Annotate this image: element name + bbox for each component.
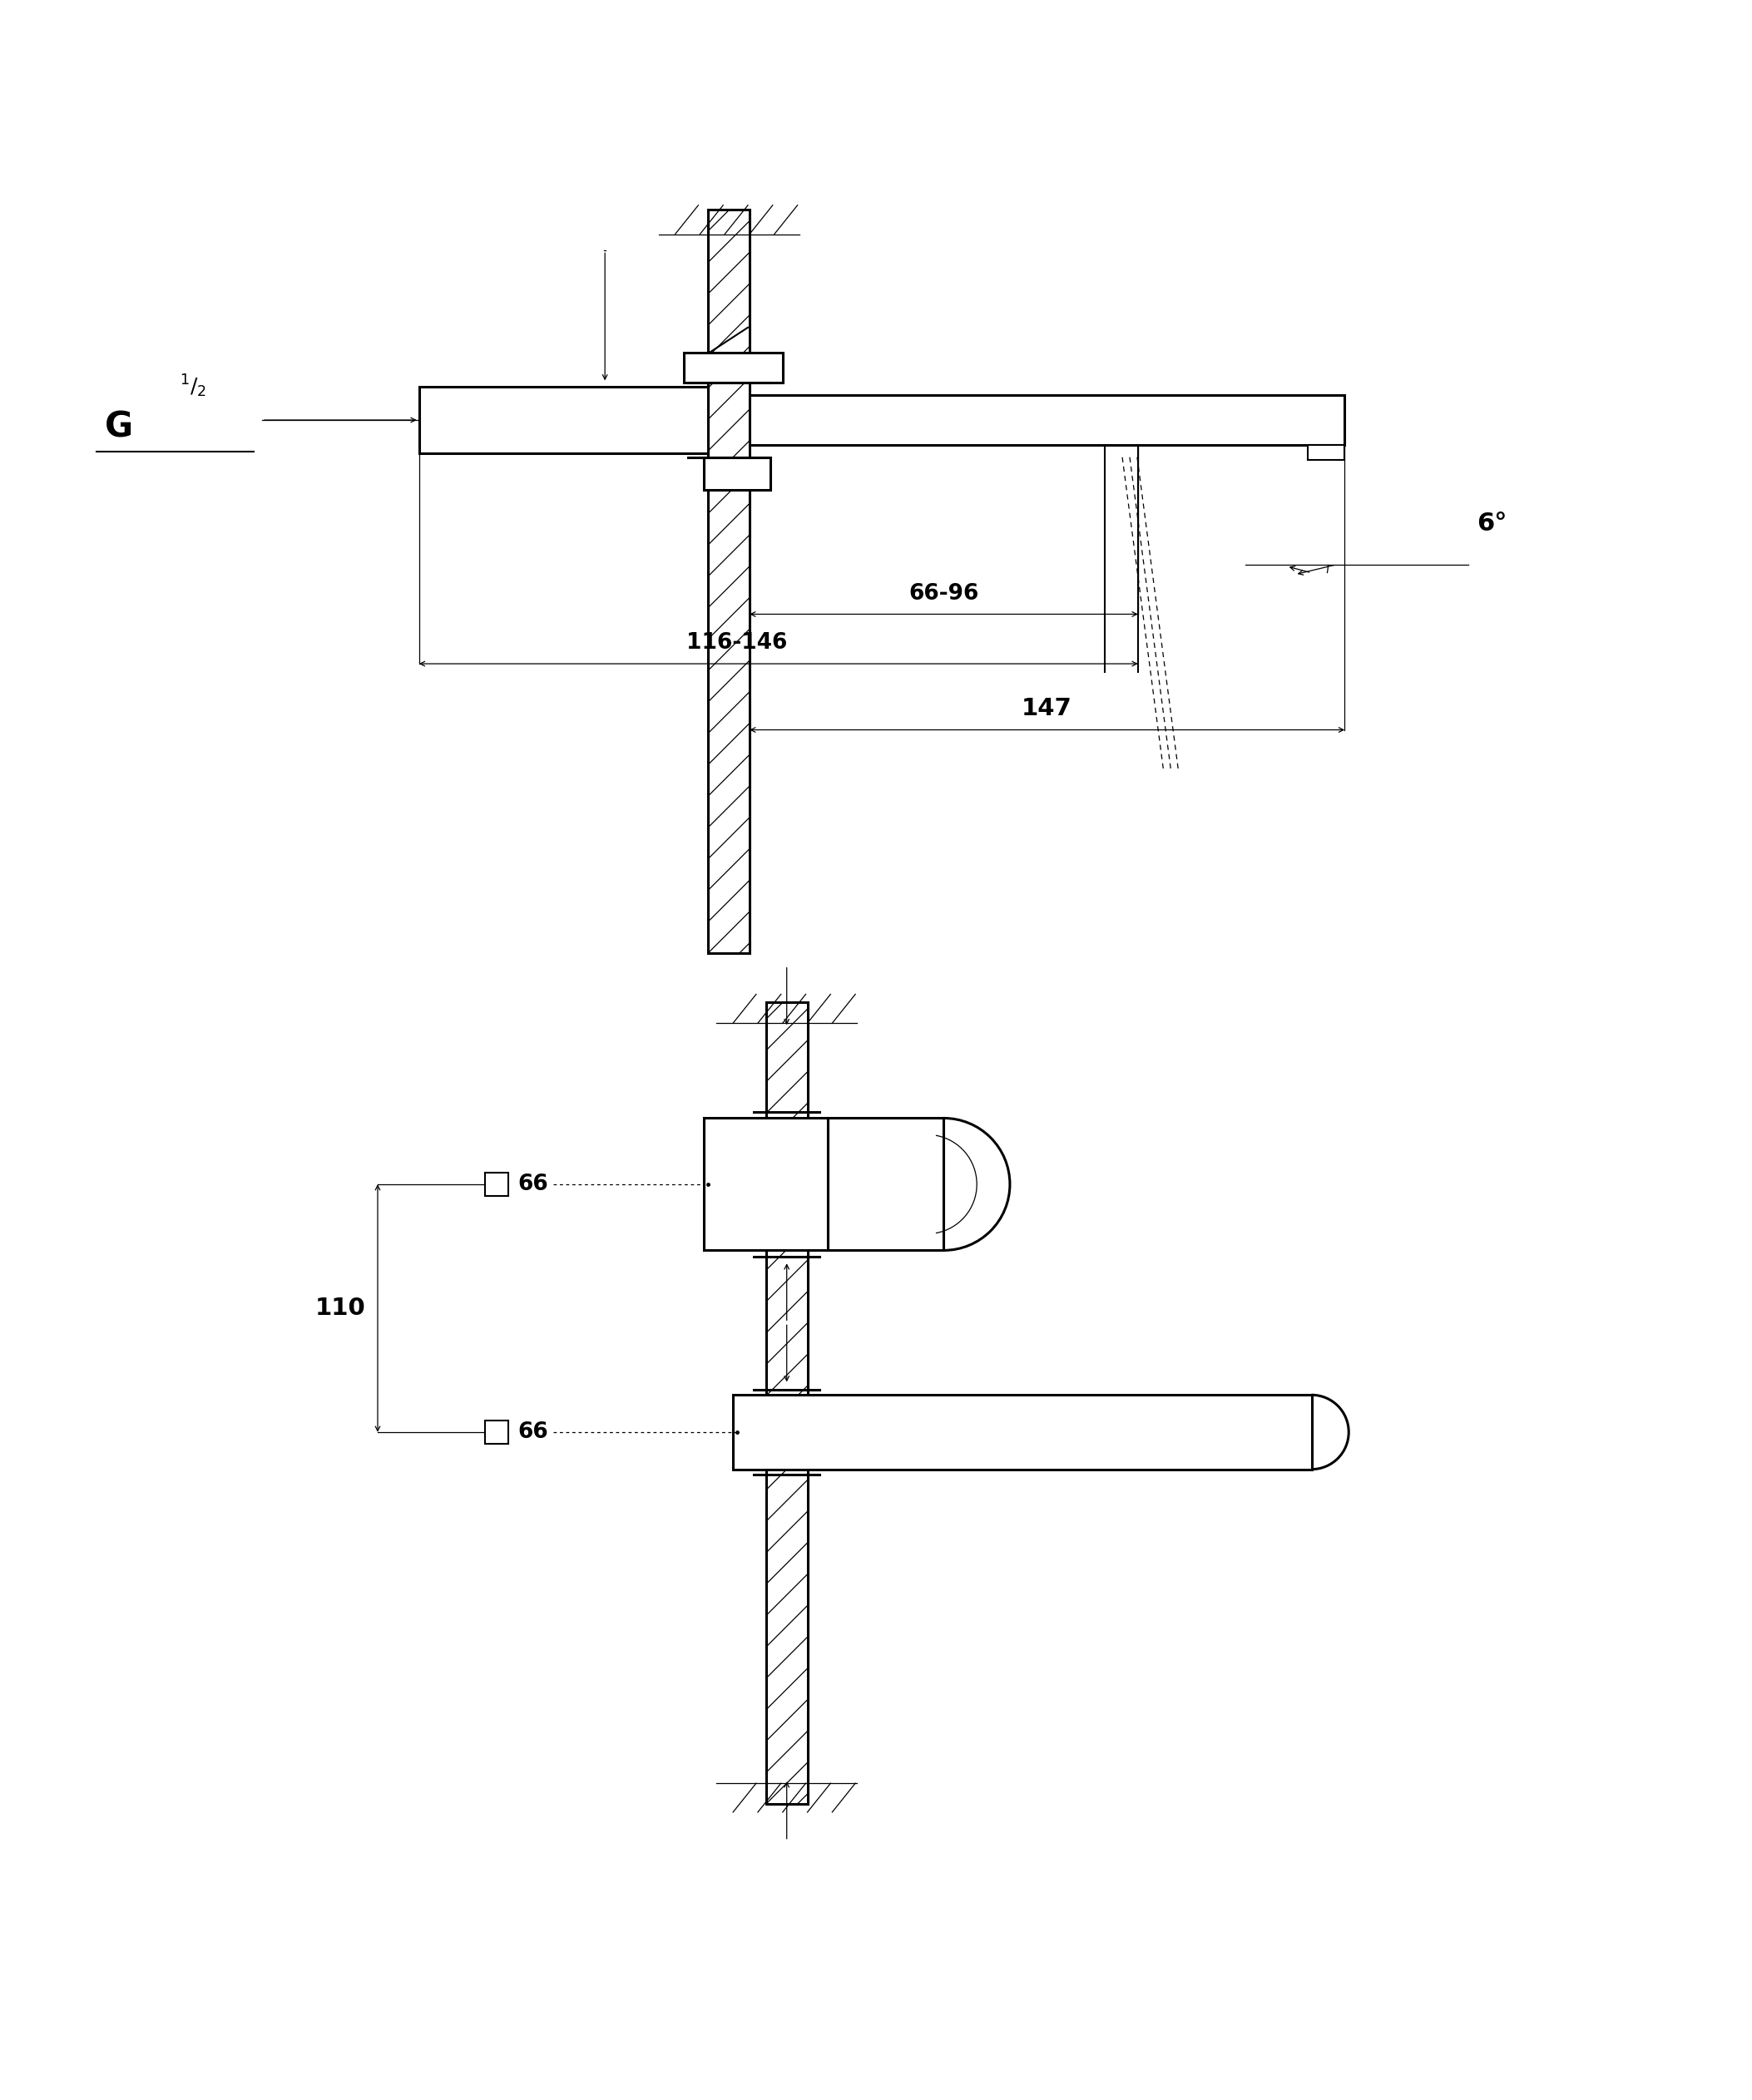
Bar <box>1307 445 1344 460</box>
Text: 110: 110 <box>315 1296 364 1319</box>
Bar <box>829 1117 944 1250</box>
Text: 6°: 6° <box>1477 510 1507 536</box>
Bar <box>485 1420 508 1443</box>
Bar <box>708 210 750 953</box>
Bar <box>485 1172 508 1195</box>
Bar <box>766 1002 808 1804</box>
Bar <box>750 395 1344 445</box>
Text: 66: 66 <box>519 1174 548 1195</box>
Bar <box>419 386 708 454</box>
Text: 116-146: 116-146 <box>687 632 788 653</box>
Bar <box>732 1394 1312 1470</box>
Text: G: G <box>105 410 133 445</box>
Bar <box>704 1117 829 1250</box>
Text: 66: 66 <box>519 1422 548 1443</box>
Text: 147: 147 <box>1021 697 1072 720</box>
Text: 66-96: 66-96 <box>909 582 979 605</box>
Bar <box>683 353 783 382</box>
Bar <box>704 458 771 489</box>
Text: $^1/_2$: $^1/_2$ <box>179 374 207 399</box>
